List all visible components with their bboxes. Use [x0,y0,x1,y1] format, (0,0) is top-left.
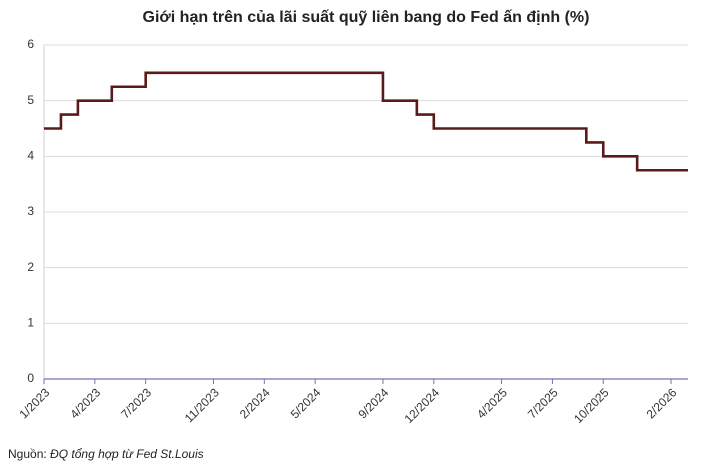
y-tick-label: 6 [27,37,34,51]
x-tick-label: 7/2025 [525,385,561,421]
x-tick-label: 5/2024 [288,385,324,421]
x-tick-label: 10/2025 [571,385,612,426]
y-tick-label: 2 [27,260,34,274]
x-tick-label: 2/2024 [237,385,273,421]
y-tick-label: 4 [27,149,34,163]
x-tick-label: 7/2023 [118,385,154,421]
x-tick-label: 1/2023 [17,385,53,421]
y-tick-label: 1 [27,316,34,330]
source: Nguồn: ĐQ tổng hợp từ Fed St.Louis [8,447,204,461]
source-label: Nguồn: [8,447,47,461]
y-tick-label: 3 [27,204,34,218]
line [44,71,688,172]
y-tick-label: 5 [27,93,34,107]
x-tick-label: 9/2024 [355,385,391,421]
x-tick-label: 4/2023 [67,385,103,421]
source-text: ĐQ tổng hợp từ Fed St.Louis [50,447,204,461]
x-tick-label: 11/2023 [182,385,222,425]
y-tick-label: 0 [27,371,34,385]
chart-title: Giới hạn trên của lãi suất quỹ liên bang… [143,9,590,26]
x-tick-label: 4/2025 [474,385,510,421]
x-tick-label: 12/2024 [402,385,443,426]
x-tick-label: 2/2026 [644,385,680,421]
